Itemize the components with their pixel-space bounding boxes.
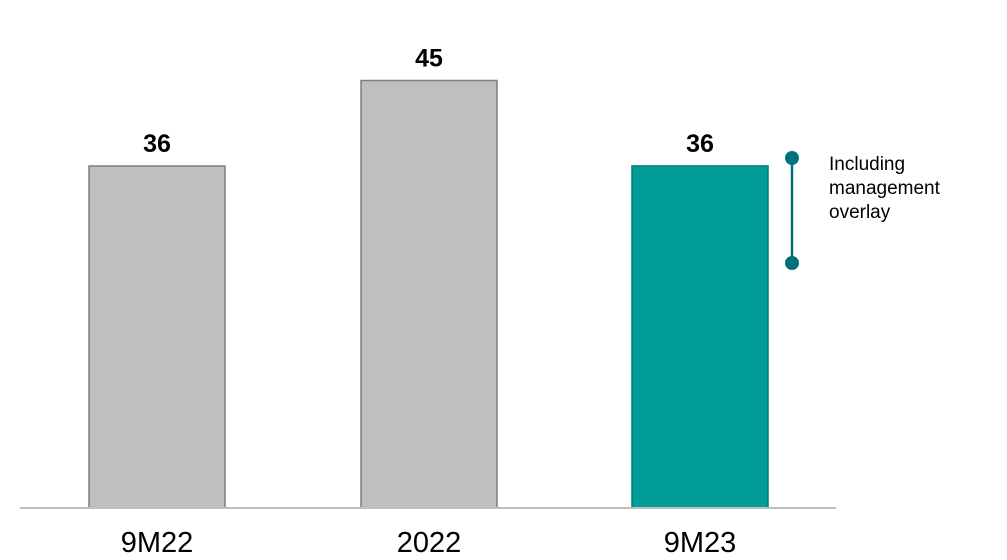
bar-9m23 (632, 166, 768, 508)
x-tick-label-9m23: 9M23 (664, 527, 737, 559)
bar-9m22 (89, 166, 225, 508)
bracket-dot-bottom (785, 256, 799, 270)
bar-2022 (361, 81, 497, 509)
x-tick-label-9m22: 9M22 (121, 527, 194, 559)
annotation-text: Including management overlay (829, 154, 945, 223)
data-label-2022: 45 (415, 45, 443, 73)
annotation-line-1: Including (829, 154, 905, 175)
data-label-9m22: 36 (143, 130, 171, 158)
bars-layer (89, 81, 768, 509)
data-label-9m23: 36 (686, 130, 714, 158)
x-tick-label-2022: 2022 (397, 527, 462, 559)
annotation-bracket (785, 151, 799, 270)
annotation-line-3: overlay (829, 202, 891, 223)
bracket-dot-top (785, 151, 799, 165)
annotation-line-2: management (829, 178, 941, 199)
